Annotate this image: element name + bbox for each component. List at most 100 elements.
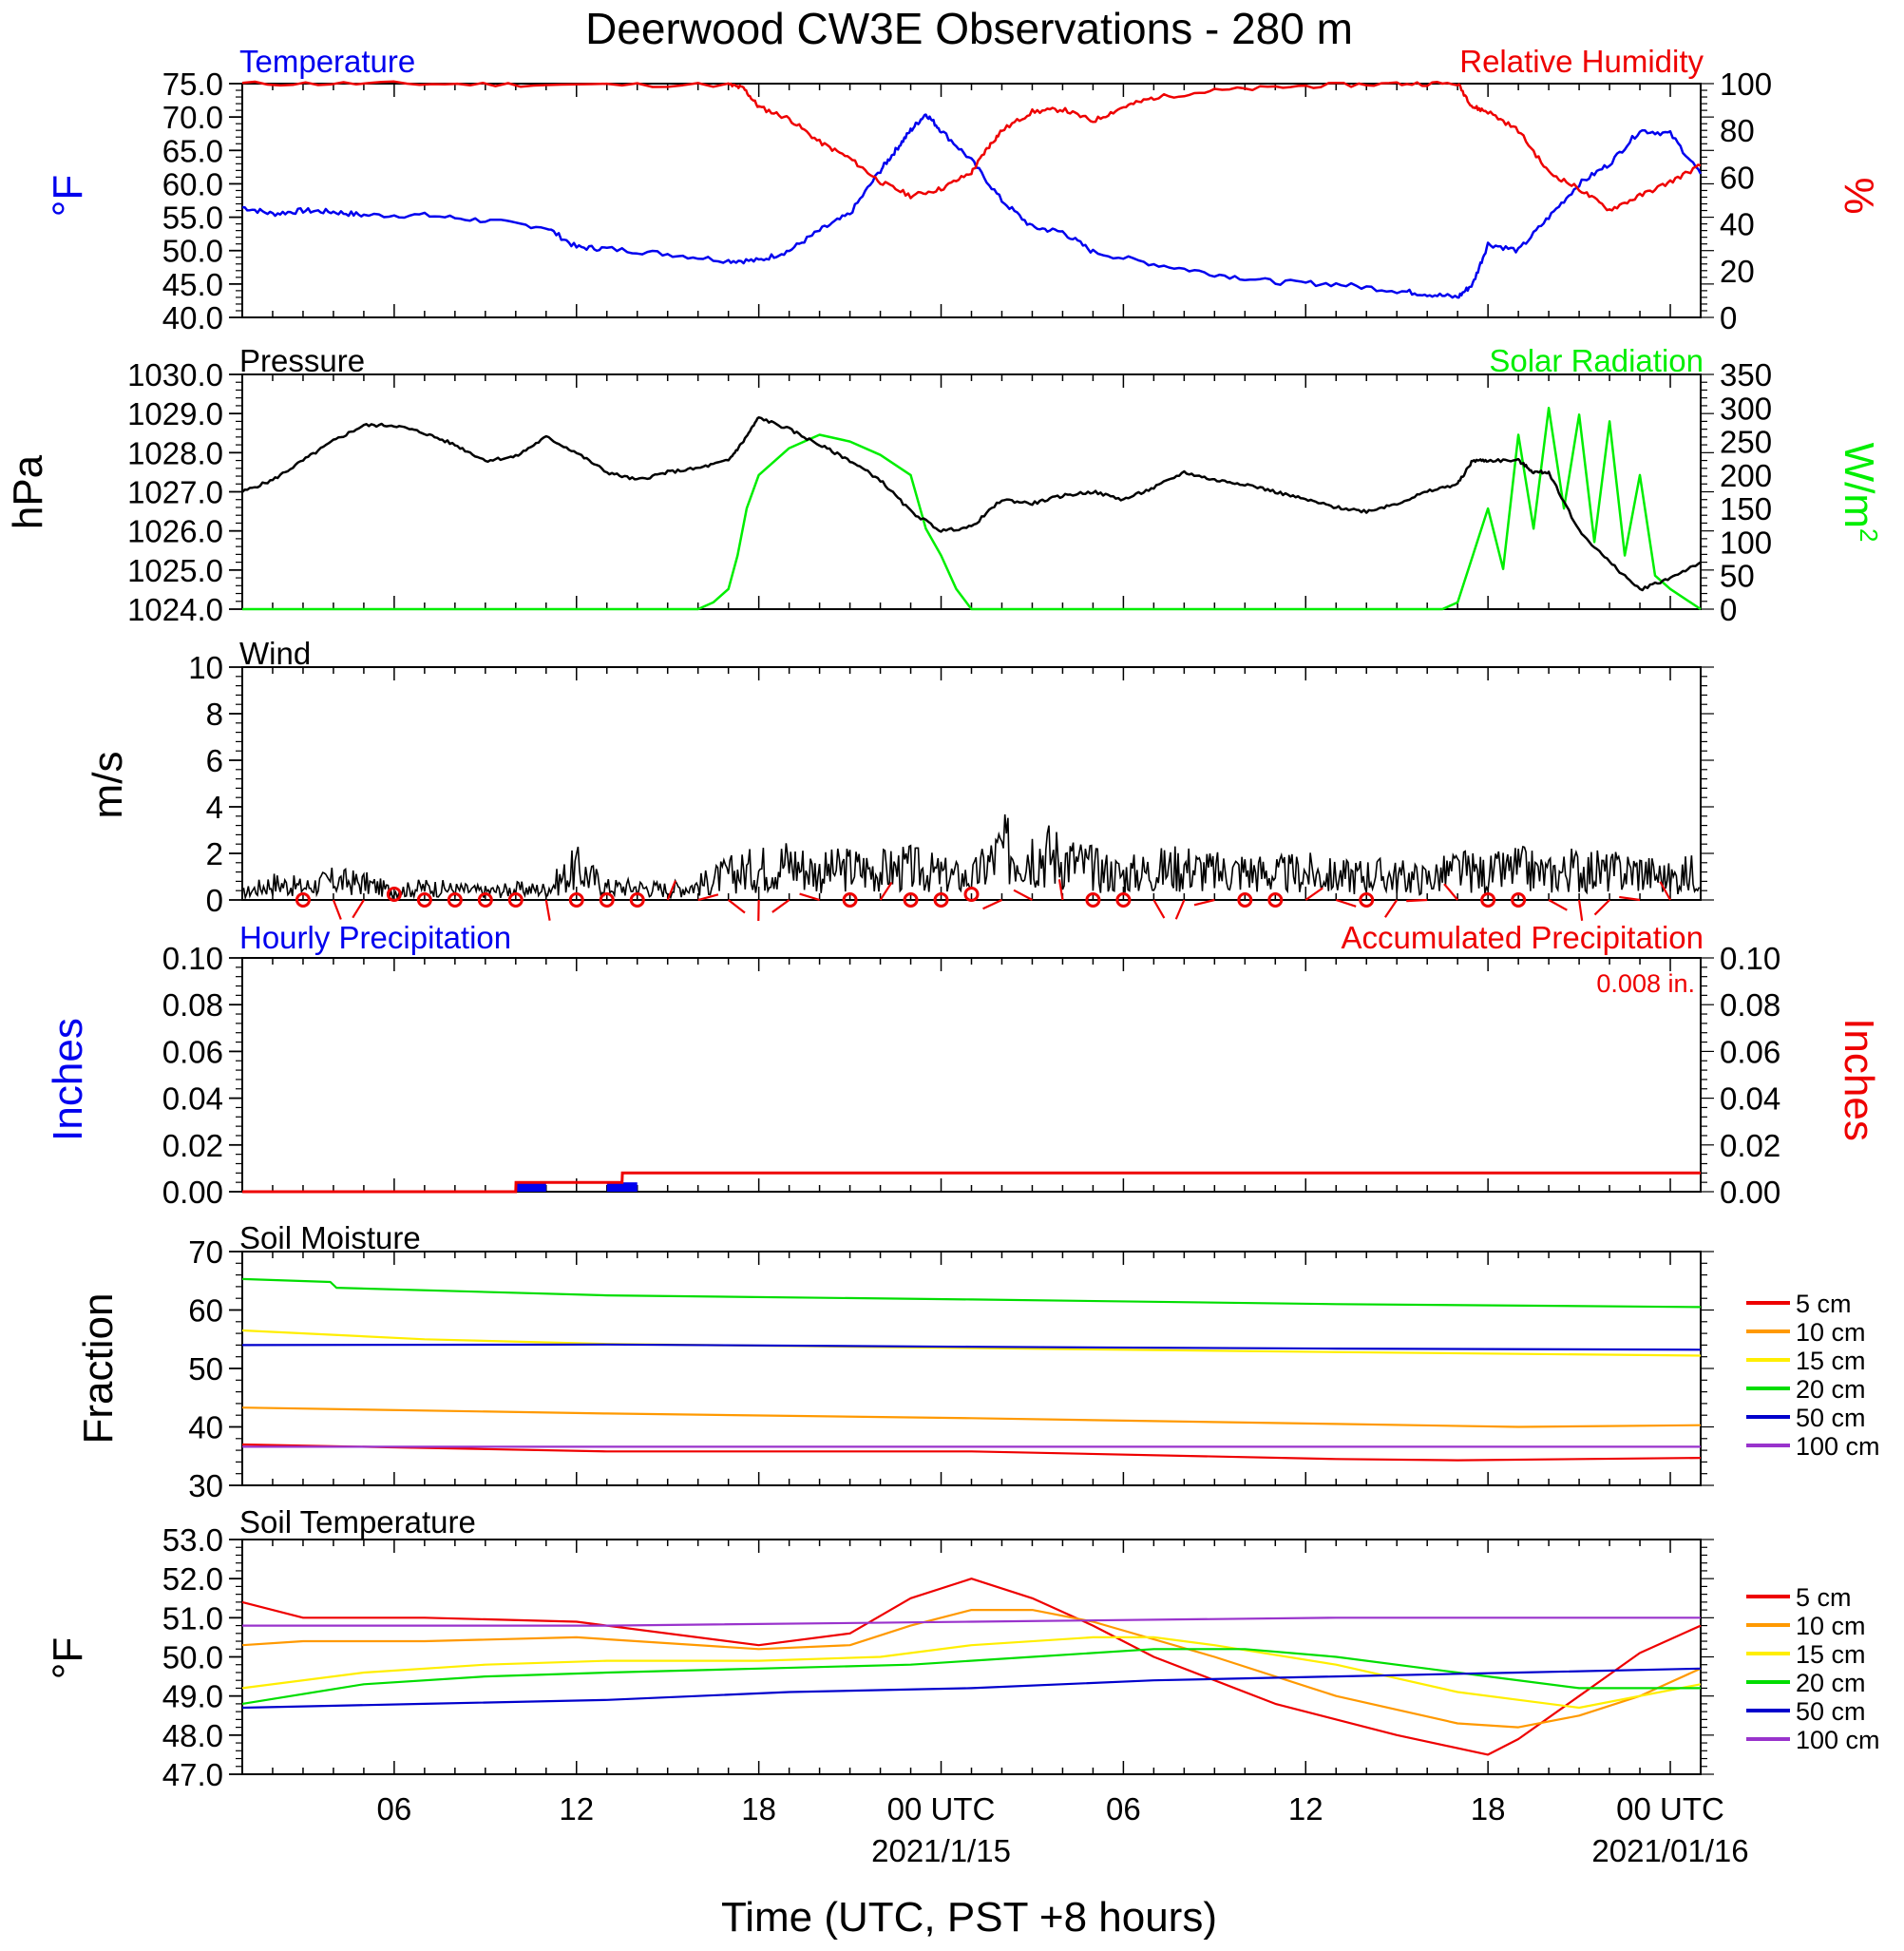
temp-frame [241,83,1702,318]
soil_temp-ytick-label: 52.0 [162,1561,223,1597]
precip-ytick-right-label: 0.10 [1720,941,1780,976]
wind-barb-calm [386,887,402,902]
soil-temperature-legend-label: 50 cm [1796,1697,1866,1726]
soil-temperature-legend-label: 20 cm [1796,1669,1866,1697]
x-axis-title: Time (UTC, PST +8 hours) [721,1894,1217,1941]
soil-temperature-line-10cm [241,1608,1702,1729]
wind-barb [1659,881,1671,901]
wind-barb [1013,889,1033,901]
wind-barb [1057,879,1064,901]
wind-barb [1548,899,1568,911]
x-date-label: 2021/01/16 [1591,1833,1748,1868]
wind-barb [1443,883,1459,901]
wind-ytick-label: 0 [206,883,223,918]
wind-barb [666,880,676,901]
soil-moisture-legend-label: 5 cm [1796,1290,1852,1318]
pressure-ytick-label: 1027.0 [127,475,223,510]
soil_temp-ytick-label: 51.0 [162,1600,223,1635]
wind-barb [352,899,365,919]
pressure-frame [241,373,1702,610]
soil-moisture-legend-label: 10 cm [1796,1318,1866,1347]
hourly-precip-bar [515,1182,546,1192]
soil_temp-frame [241,1539,1702,1775]
precipitation-panel: Hourly Precipitation Accumulated Precipi… [45,920,1882,1210]
pressure-ytick-right-label: 0 [1720,592,1737,627]
soil-moisture-line-50cm [241,1343,1702,1351]
soil-moisture-legend-label: 50 cm [1796,1404,1866,1432]
x-tick-label: 06 [1106,1791,1141,1827]
wind-panel-title: Wind [239,636,311,671]
temp-ytick-label: 65.0 [162,133,223,168]
pressure-ytick-label: 1030.0 [127,357,223,392]
hourly-precip-axis-label: Inches [45,1018,91,1141]
wind-barb-calm [477,892,493,908]
temp-ytick-label: 45.0 [162,267,223,302]
wind-barb [544,899,551,921]
solar-unit-text: W/m [1836,443,1882,528]
soil-temperature-line-100cm [242,1616,1701,1627]
temp-ytick-label: 75.0 [162,67,223,102]
wind-barb-calm [842,892,858,908]
soil-moisture-legend-label: 15 cm [1796,1347,1866,1375]
precip-ytick-right-label: 0.08 [1720,987,1780,1023]
wind-barb [1174,899,1186,920]
precip-ytick-label: 0.08 [162,987,223,1023]
wind-barb [697,893,719,902]
precip-ytick-label: 0.06 [162,1034,223,1069]
wind-barb-calm [1085,892,1101,908]
soil_temp-ytick-label: 50.0 [162,1640,223,1675]
wind-barb-calm [629,892,645,908]
temp-ytick-label: 70.0 [162,100,223,135]
temp-ytick-right-label: 60 [1720,160,1755,195]
wind-ytick-label: 10 [188,650,223,685]
wind-barb [1304,887,1323,901]
precip-ytick-right-label: 0.06 [1720,1034,1780,1069]
temp-ytick-right-label: 100 [1720,67,1772,102]
soil-moisture-line-10cm [241,1406,1702,1428]
soil-temperature-line-20cm [241,1648,1701,1705]
wind-barb-calm [1237,892,1253,908]
pressure-ytick-label: 1026.0 [127,514,223,549]
soil_temp-ytick-label: 48.0 [162,1718,223,1753]
pressure-ytick-right-label: 100 [1720,525,1772,560]
soil_temp-ytick-label: 49.0 [162,1679,223,1714]
pressure-line [241,415,1702,592]
accum-precip-title: Accumulated Precipitation [1341,920,1704,955]
temp-ytick-label: 55.0 [162,201,223,236]
soil_moisture-frame [241,1251,1702,1486]
wind-speed-line [241,813,1701,901]
solar-line [242,407,1702,611]
hourly-precip-bar [606,1182,638,1192]
soil-moisture-title: Soil Moisture [239,1220,421,1255]
wind-barb-calm [507,892,524,908]
pressure-ytick-label: 1028.0 [127,435,223,470]
wind-ytick-label: 8 [206,697,223,732]
humidity-axis-label: % [1836,177,1882,214]
soil-temperature-panel: Soil Temperature °F 53.052.051.0 50.0 49.0… [45,1504,1880,1792]
x-tick-label: 00 UTC [1616,1791,1724,1827]
pressure-ytick-right-label: 50 [1720,559,1755,594]
precip-frame [241,957,1702,1193]
wind-ytick-label: 2 [206,836,223,871]
soil_moisture-ytick-label: 30 [188,1468,223,1503]
x-tick-label: 18 [1471,1791,1506,1827]
x-date-label: 2021/1/15 [871,1833,1011,1868]
soil-temperature-title: Soil Temperature [239,1504,476,1540]
wind-barb [727,899,746,914]
soil-moisture-legend-label: 20 cm [1796,1375,1866,1404]
wind-barb-calm [1359,892,1375,908]
accum-precip-line [242,1171,1701,1194]
wind-barb-calm [903,892,919,908]
x-tick-label: 12 [559,1791,594,1827]
wind-barb [1406,898,1428,903]
wind-barb-calm [1115,892,1132,908]
accum-precip-total: 0.008 in. [1596,969,1695,998]
humidity-panel-title: Relative Humidity [1459,44,1704,79]
soil-temperature-line-5cm [241,1578,1702,1756]
soil-temperature-legend-label: 15 cm [1796,1640,1866,1669]
soil_temp-ytick-label: 47.0 [162,1757,223,1792]
temperature-panel-title: Temperature [239,44,415,79]
humidity-line [241,80,1702,212]
chart-title: Deerwood CW3E Observations - 280 m [585,4,1353,53]
pressure-ytick-right-label: 300 [1720,391,1772,426]
